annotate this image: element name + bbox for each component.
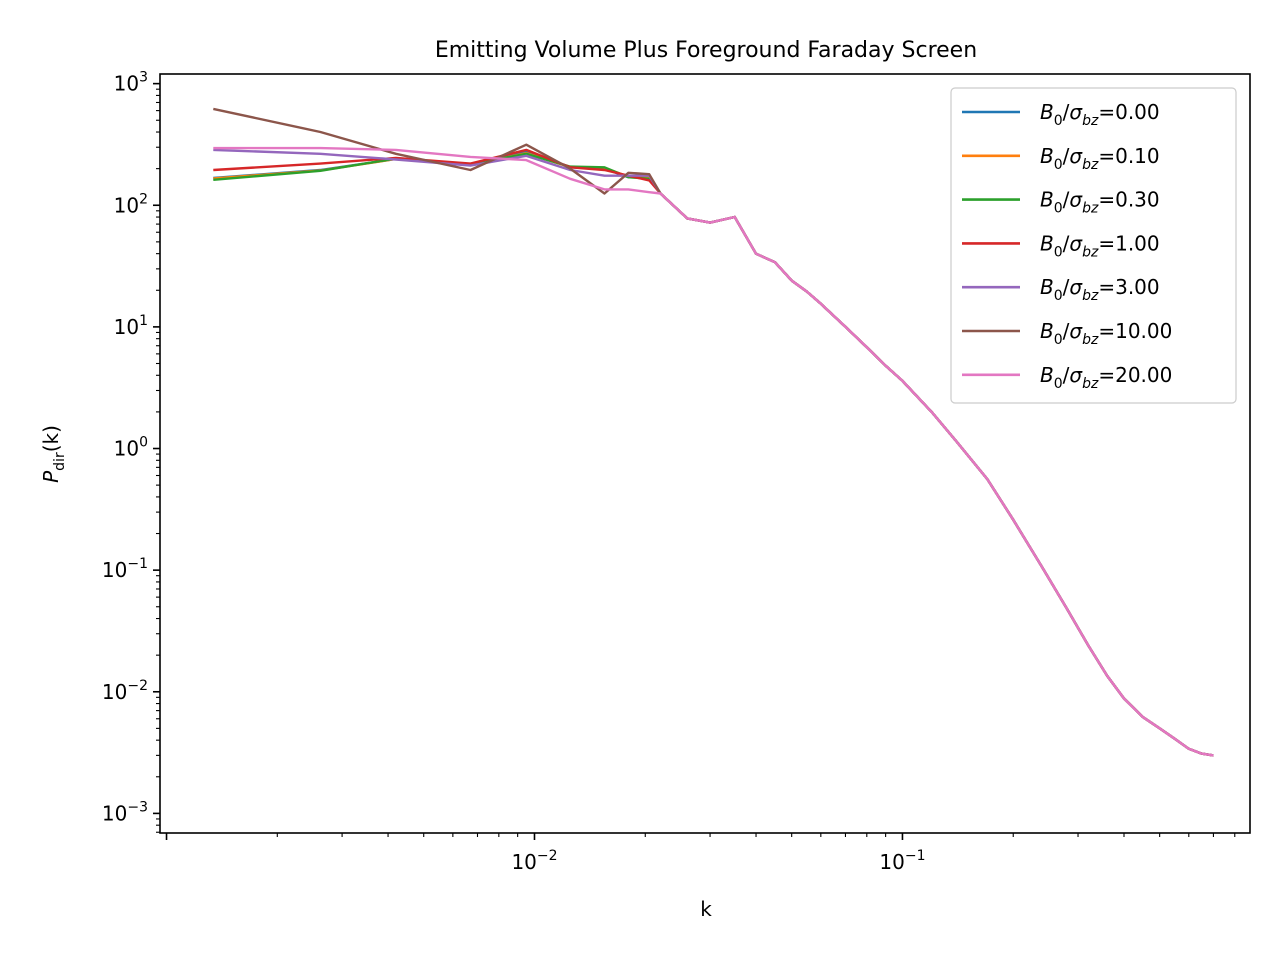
y-axis-label: Pdir(k) bbox=[39, 425, 68, 483]
y-tick-label-4: 101 bbox=[114, 313, 148, 339]
x-axis: 10−2 10−1 bbox=[165, 833, 1236, 874]
legend-label-6: B0/σbz=20.00 bbox=[1040, 363, 1172, 392]
legend-label-0: B0/σbz=0.00 bbox=[1040, 100, 1160, 129]
legend-label-5: B0/σbz=10.00 bbox=[1040, 319, 1172, 348]
legend-label-4: B0/σbz=3.00 bbox=[1040, 275, 1160, 304]
y-tick-label-6: 103 bbox=[114, 70, 148, 96]
legend: B0/σbz=0.00 B0/σbz=0.10 B0/σbz=0.30 B0/σbz=… bbox=[950, 87, 1237, 404]
legend-box bbox=[950, 87, 1237, 404]
chart-title: Emitting Volume Plus Foreground Faraday … bbox=[435, 38, 977, 63]
y-tick-label-3: 100 bbox=[114, 435, 148, 461]
x-tick-label-1: 10−1 bbox=[879, 848, 925, 874]
legend-label-2: B0/σbz=0.30 bbox=[1040, 188, 1160, 217]
series-line-6 bbox=[213, 146, 1214, 757]
x-axis-label: k bbox=[700, 897, 712, 921]
legend-label-3: B0/σbz=1.00 bbox=[1040, 231, 1160, 260]
y-axis-label-suffix: (k) bbox=[39, 425, 63, 452]
y-tick-label-2: 10−1 bbox=[102, 556, 148, 582]
y-axis-label-sub: dir bbox=[52, 452, 68, 471]
y-tick-label-5: 102 bbox=[114, 191, 148, 217]
series-layer bbox=[213, 107, 1214, 757]
y-tick-label-0: 10−3 bbox=[102, 799, 148, 825]
plot-frame bbox=[159, 73, 1251, 834]
y-tick-label-1: 10−2 bbox=[102, 678, 148, 704]
y-axis-label-base: P bbox=[39, 470, 63, 483]
x-tick-label-0: 10−2 bbox=[511, 848, 557, 874]
y-axis: 10−3 10−2 10−1 100 101 102 103 bbox=[102, 70, 160, 833]
legend-label-1: B0/σbz=0.10 bbox=[1040, 144, 1160, 173]
